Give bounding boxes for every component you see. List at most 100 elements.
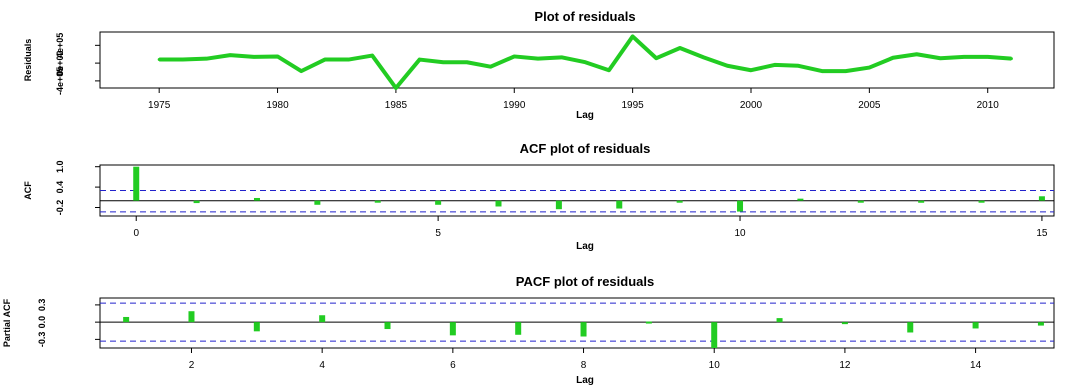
residual-point [205,57,209,61]
residuals-plot-frame [99,31,1055,89]
acf-plot-x-axis-label: Lag [576,241,594,252]
pacf-plot-x-tick-label: 12 [839,360,851,371]
residuals-plot-x-tick-label: 2000 [740,100,763,111]
residual-point [181,58,185,62]
residual-point [536,57,540,61]
residual-point [962,55,966,59]
pacf-plot-x-tick-label: 8 [581,360,587,371]
residual-point [465,60,469,64]
pacf-plot-bar-lag [907,322,914,333]
acf-plot-x-tick-label: 10 [734,228,746,239]
residual-point [489,65,493,69]
acf-plot-bar-lag [495,200,502,207]
residual-point [418,58,422,62]
pacf-plot-x-tick-label: 2 [189,360,195,371]
residuals-plot-x-tick-label: 2010 [977,100,1000,111]
residual-point [796,64,800,68]
acf-plot-title: ACF plot of residuals [520,141,651,156]
residual-point [370,54,374,58]
residuals-plot-x-tick-label: 1980 [266,100,289,111]
pacf-plot-bar-lag [253,322,260,332]
pacf-plot-bar-lag [123,316,130,323]
residual-point [607,68,611,72]
acf-plot-y-tick-label: -0.2 [55,200,65,216]
residual-point [702,55,706,59]
acf-plot-bar-lag [737,200,744,212]
residual-point [252,55,256,59]
residuals-plot-x-axis-label: Lag [576,110,594,121]
residual-point [915,52,919,56]
acf-plot-y-tick-label: 1.0 [55,160,65,173]
pacf-plot-bar-lag [449,322,456,336]
pacf-plot-frame [99,297,1055,349]
residual-point [938,56,942,60]
residuals-plot-y-axis-label: Residuals [23,39,33,82]
acf-plot-bar-lag [314,200,321,205]
pacf-plot-bar-lag [188,311,195,323]
residual-point [394,86,398,90]
residual-point [820,69,824,73]
residual-point [654,56,658,60]
residual-point [1009,57,1013,61]
acf-plot-bar-lag [133,166,140,201]
residuals-plot-y-tick-label: 0e+00 [55,50,65,75]
residuals-plot-x-tick-label: 2005 [858,100,881,111]
pacf-plot-y-tick-label: -0.3 [37,332,47,348]
acf-plot-bar-lag [676,200,683,203]
pacf-plot-x-tick-label: 10 [709,360,721,371]
residuals-plot-title: Plot of residuals [534,9,635,24]
pacf-plot-bar-lag [645,321,652,324]
pacf-plot-y-tick-label: 0.0 [37,316,47,329]
residual-point [441,60,445,64]
acf-plot-y-axis-label: ACF [23,181,33,200]
residual-point [560,55,564,59]
residual-point [678,46,682,50]
acf-plot-bar-lag [193,200,200,204]
residuals-plot-x-tick-label: 1990 [503,100,526,111]
residual-point [631,34,635,38]
acf-plot-x-tick-label: 0 [133,228,139,239]
residual-point [323,58,327,62]
pacf-plot-bar-lag [776,318,783,323]
pacf-plot-bar-lag [580,322,587,337]
residual-point [347,58,351,62]
residual-point [844,69,848,73]
pacf-plot-bar-lag [319,315,326,323]
residuals-plot-x-tick-label: 1985 [385,100,408,111]
residual-point [228,53,232,57]
acf-plot-bar-lag [857,200,864,203]
pacf-plot-x-tick-label: 4 [319,360,325,371]
acf-plot-x-tick-label: 5 [435,228,441,239]
residual-point [276,54,280,58]
acf-plot-bar-lag [918,200,925,203]
pacf-plot-bar-lag [384,322,391,330]
acf-plot-bar-lag [616,200,623,209]
acf-plot-bar-lag [978,200,985,203]
residuals-plot-y-tick-label: 4e+05 [55,33,65,58]
acf-plot-y-tick-label: 0.4 [55,181,65,194]
pacf-plot-bar-lag [515,322,522,335]
pacf-plot-bar-lag [972,322,979,329]
residual-point [891,56,895,60]
residuals-plot-x-tick-label: 1975 [148,100,171,111]
acf-plot-bar-lag [1038,196,1045,201]
pacf-plot-x-tick-label: 14 [970,360,982,371]
residual-point [512,54,516,58]
residual-point [157,58,161,62]
acf-plot-x-tick-label: 15 [1036,228,1048,239]
residual-point [299,69,303,73]
pacf-plot-title: PACF plot of residuals [516,274,654,289]
acf-plot-bar-lag [555,200,562,210]
pacf-plot-bar-lag [841,322,848,325]
residual-point [583,60,587,64]
pacf-plot-y-axis-label: Partial ACF [2,298,12,347]
acf-plot-bar-lag [435,200,442,205]
pacf-plot-x-axis-label: Lag [576,375,594,386]
pacf-plot-bar-lag [1037,322,1044,326]
residual-point [725,64,729,68]
pacf-plot-bar-lag [711,322,718,348]
residual-point [773,63,777,67]
residual-point [986,55,990,59]
residuals-plot-x-tick-label: 1995 [622,100,645,111]
